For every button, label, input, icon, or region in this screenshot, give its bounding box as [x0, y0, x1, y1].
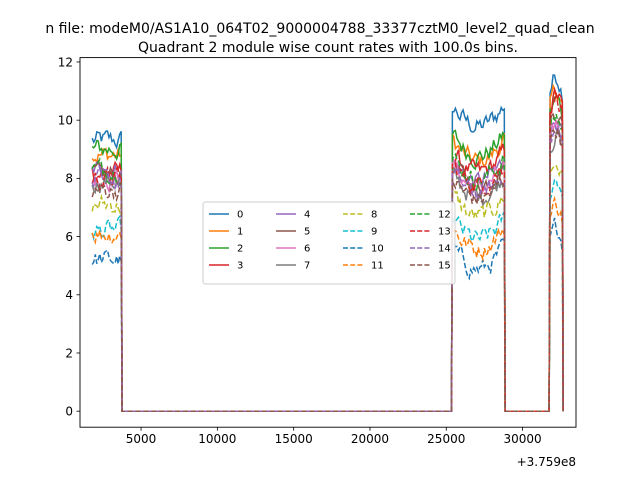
- legend-label-2: 2: [237, 244, 243, 255]
- y-tick-label: 8: [65, 172, 73, 186]
- legend-label-8: 8: [371, 210, 377, 221]
- legend-label-10: 10: [371, 244, 384, 255]
- legend-label-11: 11: [371, 261, 384, 272]
- x-tick-label: 25000: [427, 432, 465, 446]
- legend-label-13: 13: [438, 227, 451, 238]
- y-tick-label: 12: [58, 55, 73, 69]
- legend-label-6: 6: [304, 244, 310, 255]
- x-tick-label: 15000: [275, 432, 313, 446]
- legend-label-3: 3: [237, 261, 243, 272]
- y-tick-label: 0: [65, 404, 73, 418]
- series-layer: [91, 74, 564, 412]
- x-axis: 5000 10000 15000 20000 25000 30000: [126, 427, 542, 446]
- x-tick-label: 10000: [198, 432, 236, 446]
- y-tick-label: 6: [65, 230, 73, 244]
- legend-box: [202, 201, 456, 285]
- legend-label-4: 4: [304, 210, 310, 221]
- y-tick-label: 2: [65, 346, 73, 360]
- legend-label-7: 7: [304, 261, 310, 272]
- x-tick-label: 30000: [503, 432, 541, 446]
- legend-label-15: 15: [438, 261, 451, 272]
- x-offset-text: +3.759e8: [517, 455, 576, 469]
- legend-label-14: 14: [438, 244, 451, 255]
- legend-label-0: 0: [237, 210, 243, 221]
- legend-label-1: 1: [237, 227, 243, 238]
- y-tick-label: 4: [65, 288, 73, 302]
- series-line-15: [91, 128, 564, 412]
- plot-frame: [79, 57, 577, 428]
- legend-label-9: 9: [371, 227, 377, 238]
- y-axis: 0 2 4 6 8 10 12: [58, 55, 80, 418]
- y-tick-label: 10: [58, 113, 73, 127]
- chart-title: Quadrant 2 module wise count rates with …: [138, 40, 518, 56]
- legend-label-5: 5: [304, 227, 310, 238]
- x-tick-label: 5000: [126, 432, 157, 446]
- x-tick-label: 20000: [351, 432, 389, 446]
- figure-suptitle: n file: modeM0/AS1A10_064T02_9000004788_…: [45, 21, 594, 37]
- series-line-13: [91, 92, 564, 412]
- legend-label-12: 12: [438, 210, 451, 221]
